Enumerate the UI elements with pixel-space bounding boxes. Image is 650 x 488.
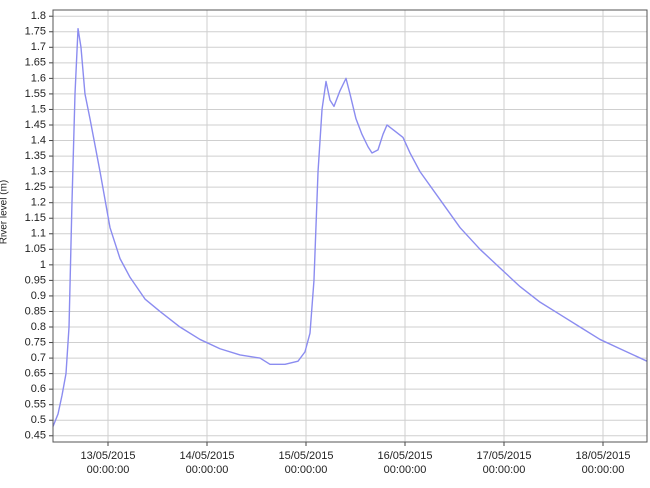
y-tick-label: 1.5 — [31, 103, 46, 115]
plot-marks — [52, 27, 648, 427]
x-tick-label: 17/05/2015 00:00:00 — [476, 450, 531, 476]
y-tick-label: 0.7 — [31, 352, 46, 364]
y-axis-title: River level (m) — [0, 180, 10, 244]
y-tick-label: 0.8 — [31, 321, 46, 333]
y-tick-label: 0.5 — [31, 414, 46, 426]
data-line — [52, 27, 648, 427]
y-tick-label: 1.4 — [31, 134, 46, 146]
y-tick-label: 0.75 — [25, 336, 46, 348]
y-tick-label: 0.45 — [25, 430, 46, 442]
y-tick-label: 1.3 — [31, 166, 46, 178]
x-tick-label: 15/05/2015 00:00:00 — [278, 450, 333, 476]
grid — [49, 10, 647, 446]
y-tick-label: 1.1 — [31, 228, 46, 240]
y-tick-label: 1.35 — [25, 150, 46, 162]
y-tick-label: 1.65 — [25, 57, 46, 69]
x-tick-label: 18/05/2015 00:00:00 — [575, 450, 630, 476]
x-tick-label: 13/05/2015 00:00:00 — [80, 450, 135, 476]
y-tick-label: 1.6 — [31, 72, 46, 84]
y-tick-label: 1 — [40, 259, 46, 271]
y-tick-label: 0.65 — [25, 368, 46, 380]
plot-frame — [52, 9, 648, 443]
y-tick-label: 1.75 — [25, 26, 46, 38]
y-tick-label: 1.15 — [25, 212, 46, 224]
y-tick-label: 1.25 — [25, 181, 46, 193]
y-tick-label: 1.7 — [31, 41, 46, 53]
y-tick-label: 0.85 — [25, 305, 46, 317]
y-tick-label: 1.55 — [25, 88, 46, 100]
y-tick-label: 1.8 — [31, 10, 46, 22]
y-tick-label: 1.05 — [25, 243, 46, 255]
y-tick-label: 1.45 — [25, 119, 46, 131]
x-tick-label: 14/05/2015 00:00:00 — [179, 450, 234, 476]
y-tick-label: 0.95 — [25, 274, 46, 286]
y-tick-label: 1.2 — [31, 197, 46, 209]
y-tick-label: 0.6 — [31, 383, 46, 395]
x-tick-label: 16/05/2015 00:00:00 — [377, 450, 432, 476]
y-tick-label: 0.55 — [25, 399, 46, 411]
y-tick-label: 0.9 — [31, 290, 46, 302]
